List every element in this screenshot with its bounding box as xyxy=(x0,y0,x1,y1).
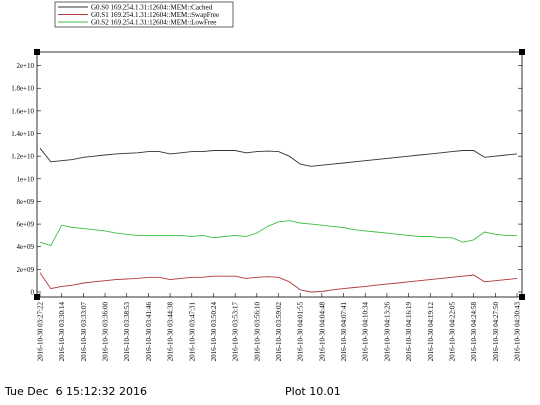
series-line xyxy=(39,147,518,167)
x-tick-label: 2016-10-30 04:22:05 xyxy=(448,302,456,362)
x-tick-label: 2016-10-30 03:59:02 xyxy=(275,302,283,362)
x-tick-label: 2016-10-30 04:13:26 xyxy=(383,302,391,362)
corner-handle xyxy=(519,49,525,55)
x-tick-label: 2016-10-30 03:44:38 xyxy=(167,302,175,362)
plot-frame xyxy=(36,51,523,298)
x-tick-label: 2016-10-30 04:04:48 xyxy=(318,302,326,362)
series-line xyxy=(39,272,518,293)
x-tick-label: 2016-10-30 04:27:50 xyxy=(492,302,500,362)
y-tick-label: 8e+09 xyxy=(16,198,34,206)
y-tick-label: 1.8e+10 xyxy=(11,85,34,93)
x-tick-label: 2016-10-30 04:24:58 xyxy=(470,302,478,362)
x-tick-label: 2016-10-30 04:10:34 xyxy=(362,302,370,362)
x-tick-label: 2016-10-30 03:33:07 xyxy=(80,302,88,362)
x-tick-label: 2016-10-30 03:27:22 xyxy=(37,302,45,362)
y-tick-label: 4e+09 xyxy=(16,243,34,251)
x-tick-label: 2016-10-30 04:19:12 xyxy=(427,302,435,362)
x-tick-label: 2016-10-30 03:56:10 xyxy=(253,302,261,362)
x-tick-label: 2016-10-30 03:50:24 xyxy=(210,302,218,362)
legend-label: G0.S2 169.254.1.31:12604::MEM::LowFree xyxy=(91,19,216,27)
corner-handle xyxy=(34,49,40,55)
x-tick-label: 2016-10-30 04:16:19 xyxy=(405,302,413,362)
y-tick-label: 6e+09 xyxy=(16,221,34,229)
y-tick-label: 1.6e+10 xyxy=(11,107,34,115)
y-tick-label: 2e+09 xyxy=(16,266,34,274)
y-tick-label: 1.4e+10 xyxy=(11,130,34,138)
y-tick-label: 2e+10 xyxy=(16,62,34,70)
corner-handle xyxy=(519,294,525,300)
x-tick-label: 2016-10-30 04:30:43 xyxy=(514,302,522,362)
x-tick-label: 2016-10-30 03:36:00 xyxy=(102,302,110,362)
x-tick-label: 2016-10-30 03:38:53 xyxy=(123,302,131,362)
y-tick-label: 1.2e+10 xyxy=(11,153,34,161)
y-tick-label: 0 xyxy=(31,289,35,297)
series-line xyxy=(39,220,517,247)
x-tick-label: 2016-10-30 04:07:41 xyxy=(340,302,348,362)
legend-label: G0.S0 169.254.1.31:12604::MEM::Cached xyxy=(91,4,213,12)
x-tick-label: 2016-10-30 03:30:14 xyxy=(58,302,66,362)
legend-label: G0.S1 169.254.1.31:12604::MEM::SwapFree xyxy=(91,11,219,19)
x-tick-label: 2016-10-30 03:47:31 xyxy=(188,302,196,362)
x-tick-label: 2016-10-30 03:41:46 xyxy=(145,302,153,362)
corner-handle xyxy=(34,294,40,300)
timestamp: Tue Dec 6 15:12:32 2016 xyxy=(4,385,147,398)
y-tick-label: 1e+10 xyxy=(16,175,34,183)
plot-label: Plot 10.01 xyxy=(285,385,341,398)
x-tick-label: 2016-10-30 04:01:55 xyxy=(297,302,305,362)
x-tick-label: 2016-10-30 03:53:17 xyxy=(232,302,240,362)
